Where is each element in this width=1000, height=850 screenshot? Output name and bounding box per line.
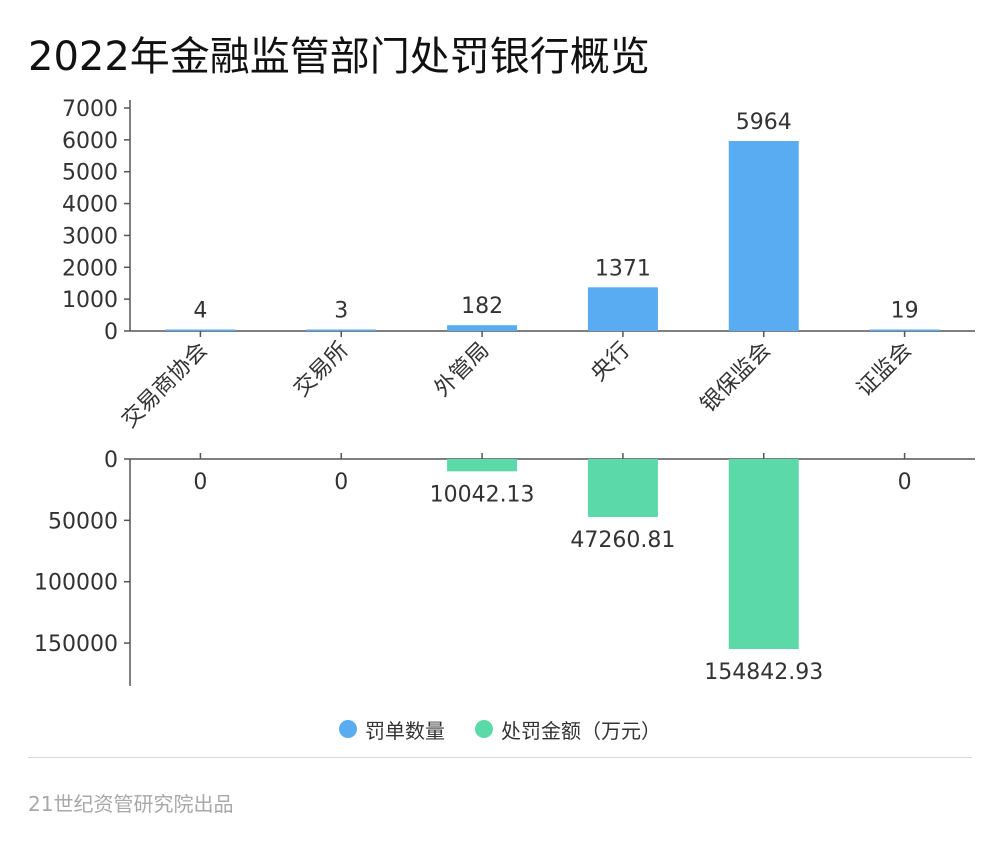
count-bar <box>587 287 658 331</box>
count-value-label: 182 <box>461 294 503 319</box>
count-bar <box>306 329 377 331</box>
top-y-tick-label: 1000 <box>62 288 118 313</box>
source-credit: 21世纪资管研究院出品 <box>28 792 234 816</box>
amount-value-label: 0 <box>334 470 348 495</box>
amount-value-label: 0 <box>898 470 912 495</box>
count-value-label: 4 <box>193 299 207 324</box>
count-bar <box>869 329 940 331</box>
legend: 罚单数量 处罚金额（万元） <box>0 712 1000 746</box>
legend-item-amount[interactable]: 处罚金额（万元） <box>475 715 661 744</box>
bar-chart: 0100020003000400050006000700005000010000… <box>34 97 975 686</box>
legend-label-count: 罚单数量 <box>365 718 445 743</box>
category-label: 央行 <box>586 338 635 387</box>
count-value-label: 3 <box>334 299 348 324</box>
amount-value-label: 10042.13 <box>430 482 535 507</box>
bottom-y-tick-label: 150000 <box>34 632 118 657</box>
top-y-tick-label: 3000 <box>62 224 118 249</box>
amount-bar <box>728 459 799 649</box>
amount-value-label: 47260.81 <box>570 528 675 553</box>
top-y-tick-label: 4000 <box>62 193 118 218</box>
count-value-label: 5964 <box>736 110 792 135</box>
count-bar <box>447 325 518 331</box>
top-y-tick-label: 5000 <box>62 161 118 186</box>
category-label: 证监会 <box>852 338 916 402</box>
top-y-tick-label: 2000 <box>62 256 118 281</box>
legend-item-count[interactable]: 罚单数量 <box>339 715 445 744</box>
footer-divider <box>28 757 972 758</box>
count-value-label: 1371 <box>595 256 651 281</box>
amount-value-label: 154842.93 <box>704 660 823 685</box>
bottom-y-tick-label: 100000 <box>34 571 118 596</box>
bottom-y-tick-label: 0 <box>104 448 118 473</box>
count-value-label: 19 <box>891 299 919 324</box>
legend-swatch-count <box>339 720 357 738</box>
chart-title: 2022年金融监管部门处罚银行概览 <box>28 34 650 80</box>
category-label: 交易商协会 <box>117 338 212 433</box>
category-label: 银保监会 <box>696 338 776 418</box>
top-y-tick-label: 0 <box>104 320 118 345</box>
amount-bar <box>587 459 658 517</box>
count-bar <box>728 141 799 331</box>
top-y-tick-label: 6000 <box>62 129 118 154</box>
legend-swatch-amount <box>475 720 493 738</box>
count-bar <box>165 329 236 331</box>
amount-value-label: 0 <box>193 470 207 495</box>
legend-label-amount: 处罚金额（万元） <box>501 718 661 743</box>
category-label: 交易所 <box>289 338 353 402</box>
category-label: 外管局 <box>430 338 494 402</box>
bottom-y-tick-label: 50000 <box>48 509 118 534</box>
amount-bar <box>447 459 518 472</box>
top-y-tick-label: 7000 <box>62 97 118 122</box>
